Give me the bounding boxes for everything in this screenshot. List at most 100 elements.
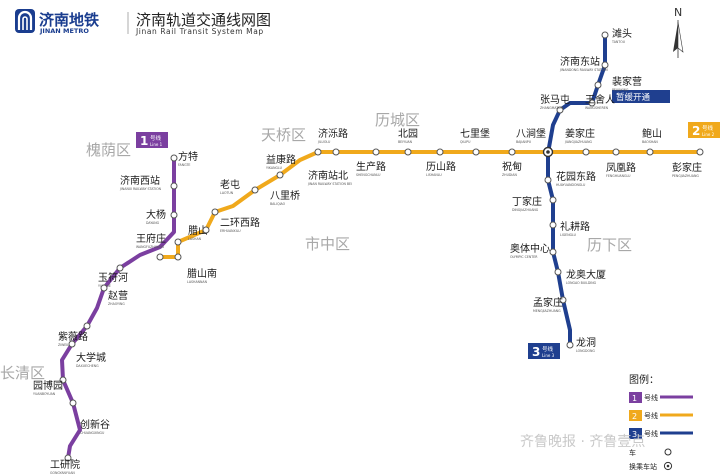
- station-dot-icon[interactable]: [100, 284, 108, 292]
- station-dot-icon[interactable]: [404, 148, 412, 156]
- station-dot-icon[interactable]: [372, 148, 380, 156]
- station-pinyin: LASHAN: [188, 237, 202, 241]
- station-dot-icon[interactable]: [594, 81, 602, 89]
- station-label: 八涧堡: [516, 127, 546, 140]
- station-pinyin: PENGJIAZHUANG: [672, 174, 699, 178]
- station-dot-icon[interactable]: [276, 171, 284, 179]
- district-lixia: 历下区: [587, 236, 632, 254]
- map-title: 济南轨道交通线网图: [136, 11, 271, 29]
- station-dot-icon[interactable]: [612, 148, 620, 156]
- station-dot-icon[interactable]: [69, 399, 77, 407]
- station-dot-icon[interactable]: [696, 148, 704, 156]
- station-label: 方特: [178, 150, 198, 163]
- station-dot-icon[interactable]: [549, 196, 557, 204]
- station-label: 丁家庄: [512, 195, 542, 208]
- legend: 图例： 1 号线 2 号线 3 号线 车 换乘车站: [629, 373, 693, 471]
- station-pinyin: CHUANGXINGU: [80, 431, 105, 435]
- line-1-badge-en: Line 1: [150, 142, 163, 147]
- station-pinyin: TANTOU: [611, 40, 626, 44]
- station-dot-icon[interactable]: [472, 148, 480, 156]
- station-label: 姜家庄: [565, 127, 595, 140]
- metro-logo: 济南地铁 JINAN METRO: [15, 9, 99, 35]
- station-label: 鲍山: [642, 127, 662, 140]
- station-pinyin: YIKANGLU: [266, 166, 283, 170]
- legend-station-icon: [664, 448, 672, 456]
- station-pinyin: JINANXI RAILWAY STATION: [119, 187, 162, 191]
- station-dot-icon[interactable]: [211, 208, 219, 216]
- station-dot-icon[interactable]: [174, 238, 182, 246]
- legend-footer-left: 车: [629, 448, 636, 457]
- station-label: 奥体中心: [510, 242, 550, 255]
- station-pinyin: YUANBOYUAN: [33, 392, 56, 396]
- legend-line-2-swatch: [629, 410, 642, 421]
- station-dot-icon[interactable]: [559, 296, 567, 304]
- line-3-badge-en: Line 3: [542, 353, 555, 358]
- station-label: 彭家庄: [672, 161, 702, 174]
- station-label: 济南西站: [120, 174, 160, 187]
- station-dot-icon[interactable]: [156, 253, 164, 261]
- legend-line-2-label: 号线: [644, 411, 658, 420]
- station-dot-icon[interactable]: [170, 211, 178, 219]
- logo-text-en: JINAN METRO: [39, 27, 89, 35]
- station-label: 历山路: [426, 160, 456, 173]
- station-dot-icon[interactable]: [332, 148, 340, 156]
- station-dot-icon[interactable]: [436, 148, 444, 156]
- station-pinyin: GONGYANYUAN: [50, 471, 75, 475]
- station-label: 济南东站: [560, 55, 600, 68]
- station-pinyin: JINANDONG RAILWAY STATION: [559, 68, 608, 72]
- station-dot-icon[interactable]: [556, 106, 564, 114]
- district-huaiyin: 槐荫区: [86, 141, 131, 159]
- suspended-callout-text: 暂缓开通: [616, 92, 651, 103]
- station-dot-icon[interactable]: [601, 31, 609, 39]
- legend-line-3-swatch: [629, 428, 642, 439]
- line-1-route: [60, 156, 176, 460]
- station-dot-icon[interactable]: [549, 221, 557, 229]
- station-dot-icon[interactable]: [170, 154, 178, 162]
- north-compass: N: [673, 6, 684, 58]
- line-1-badge-cn: 号线: [150, 134, 162, 142]
- station-dot-icon[interactable]: [601, 61, 609, 69]
- legend-line-3-num: 3: [632, 430, 637, 439]
- station-dot-icon[interactable]: [202, 226, 210, 234]
- suspended-callout: 暂缓开通: [612, 90, 670, 103]
- station-label: 滩头: [612, 27, 632, 40]
- station-dot-icon[interactable]: [566, 341, 574, 349]
- station-dot-icon[interactable]: [554, 268, 562, 276]
- station-pinyin: LIGENGLU: [560, 233, 577, 237]
- station-pinyin: LONGAO BUILDING: [566, 281, 597, 285]
- station-dot-icon[interactable]: [251, 186, 259, 194]
- line-3-badge-num: 3: [532, 345, 540, 359]
- line-2-badge-num: 2: [692, 124, 700, 138]
- station-pinyin: ERHUANXILU: [220, 229, 241, 233]
- station-dot-icon[interactable]: [170, 182, 178, 190]
- station-dot-icon[interactable]: [83, 322, 91, 330]
- station-dot-icon[interactable]: [588, 99, 596, 107]
- station-pinyin: WANGFUZHUANG: [136, 245, 165, 249]
- station-dot-icon[interactable]: [314, 148, 322, 156]
- compass-arrow-icon: [673, 22, 678, 52]
- station-pinyin: ZHANGMATUN: [540, 106, 564, 110]
- station-dot-icon[interactable]: [116, 264, 124, 272]
- station-pinyin: LISHANLU: [426, 173, 442, 177]
- station-label: 礼耕路: [560, 220, 590, 233]
- north-label: N: [674, 6, 682, 19]
- station-dot-icon[interactable]: [582, 148, 590, 156]
- line-2-badge-en: Line 2: [702, 132, 715, 137]
- line-3-badge-cn: 号线: [542, 345, 554, 353]
- station-pinyin: JINAN RAILWAY STATION BEI: [307, 182, 352, 186]
- station-dot-icon[interactable]: [508, 148, 516, 156]
- station-pinyin: FANGTE: [178, 163, 190, 167]
- station-dot-icon[interactable]: [68, 340, 76, 348]
- station-dot-icon[interactable]: [59, 376, 67, 384]
- station-dot-icon[interactable]: [544, 176, 552, 184]
- station-dot-icon[interactable]: [64, 454, 72, 462]
- station-pinyin: ZHUDIAN: [502, 173, 517, 177]
- station-dot-icon[interactable]: [174, 253, 182, 261]
- station-dot-icon[interactable]: [646, 148, 654, 156]
- station-pinyin: OLYMPIC CENTER: [510, 255, 538, 259]
- station-pinyin: JILUOLU: [317, 140, 331, 144]
- station-pinyin: BAJIANPU: [516, 140, 532, 144]
- legend-line-3-label: 号线: [644, 429, 658, 438]
- station-dot-icon[interactable]: [549, 248, 557, 256]
